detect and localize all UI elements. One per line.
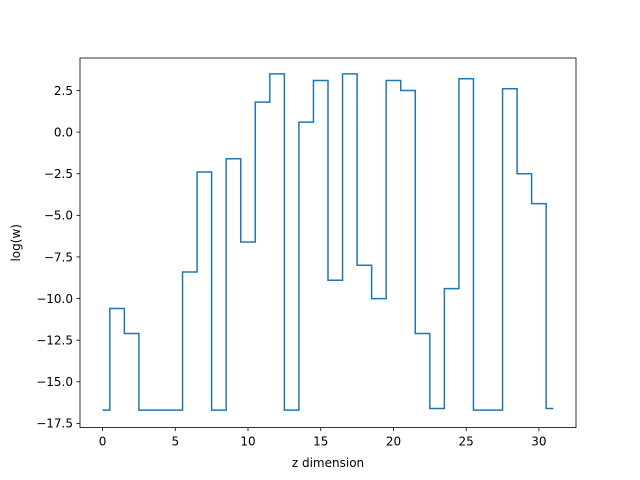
series-line bbox=[102, 73, 554, 411]
x-tick-label: 25 bbox=[459, 435, 474, 449]
y-tick-label: −17.5 bbox=[36, 417, 73, 431]
y-tick-label: −12.5 bbox=[36, 333, 73, 347]
x-tick-label: 20 bbox=[386, 435, 401, 449]
x-tick-label: 5 bbox=[171, 435, 179, 449]
x-tick-label: 10 bbox=[240, 435, 255, 449]
plot-frame bbox=[79, 57, 577, 429]
y-tick-label: −15.0 bbox=[36, 375, 73, 389]
x-tick-label: 30 bbox=[531, 435, 546, 449]
tick-layer: 0 5 10 15 20 25 30 −17.5 −15.0 −12.5 −10.0 −7.5 −5.0… bbox=[36, 84, 546, 449]
y-tick-label: −5.0 bbox=[44, 209, 73, 223]
series-layer bbox=[102, 73, 554, 411]
x-tick-label: 15 bbox=[313, 435, 328, 449]
y-tick-label: 2.5 bbox=[54, 84, 73, 98]
y-tick-label: −10.0 bbox=[36, 292, 73, 306]
y-tick-label: −2.5 bbox=[44, 167, 73, 181]
x-tick-label: 0 bbox=[99, 435, 107, 449]
y-axis-label: log(w) bbox=[9, 224, 23, 261]
x-axis-label: z dimension bbox=[292, 456, 364, 470]
y-tick-label: −7.5 bbox=[44, 250, 73, 264]
y-tick-label: 0.0 bbox=[54, 125, 73, 139]
